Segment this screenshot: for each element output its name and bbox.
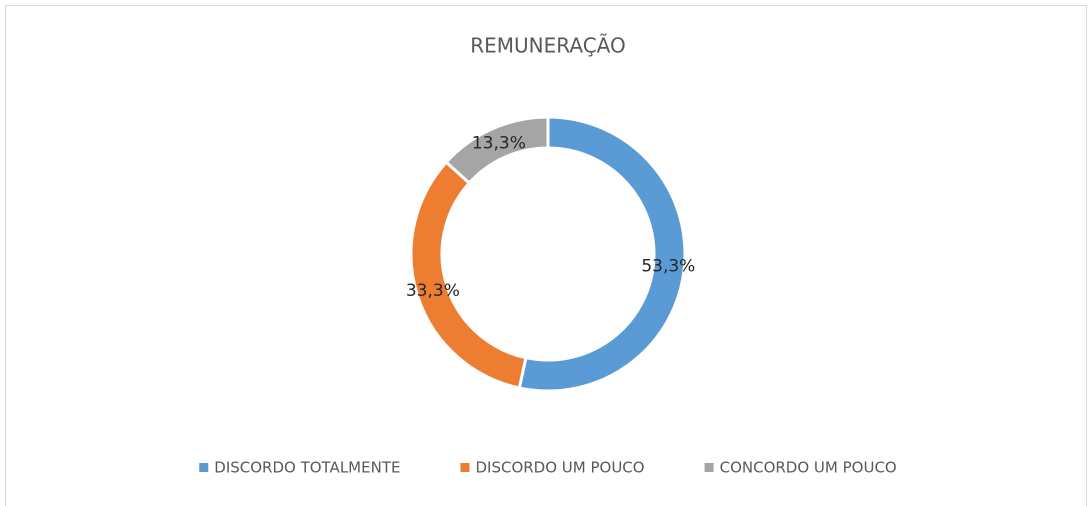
legend-label: DISCORDO UM POUCO	[475, 459, 644, 477]
legend-label: DISCORDO TOTALMENTE	[214, 459, 400, 477]
data-label: 53,3%	[641, 257, 695, 277]
legend-label: CONCORDO UM POUCO	[720, 459, 897, 477]
data-label: 33,3%	[406, 281, 460, 301]
chart-title: REMUNERAÇÃO	[470, 34, 625, 58]
data-label: 13,3%	[472, 133, 526, 153]
legend-marker	[704, 463, 714, 472]
chart-border	[5, 5, 1087, 506]
donut-slice	[444, 115, 550, 186]
legend-marker	[460, 463, 470, 472]
legend-marker	[199, 463, 209, 472]
donut-slice	[517, 115, 687, 393]
